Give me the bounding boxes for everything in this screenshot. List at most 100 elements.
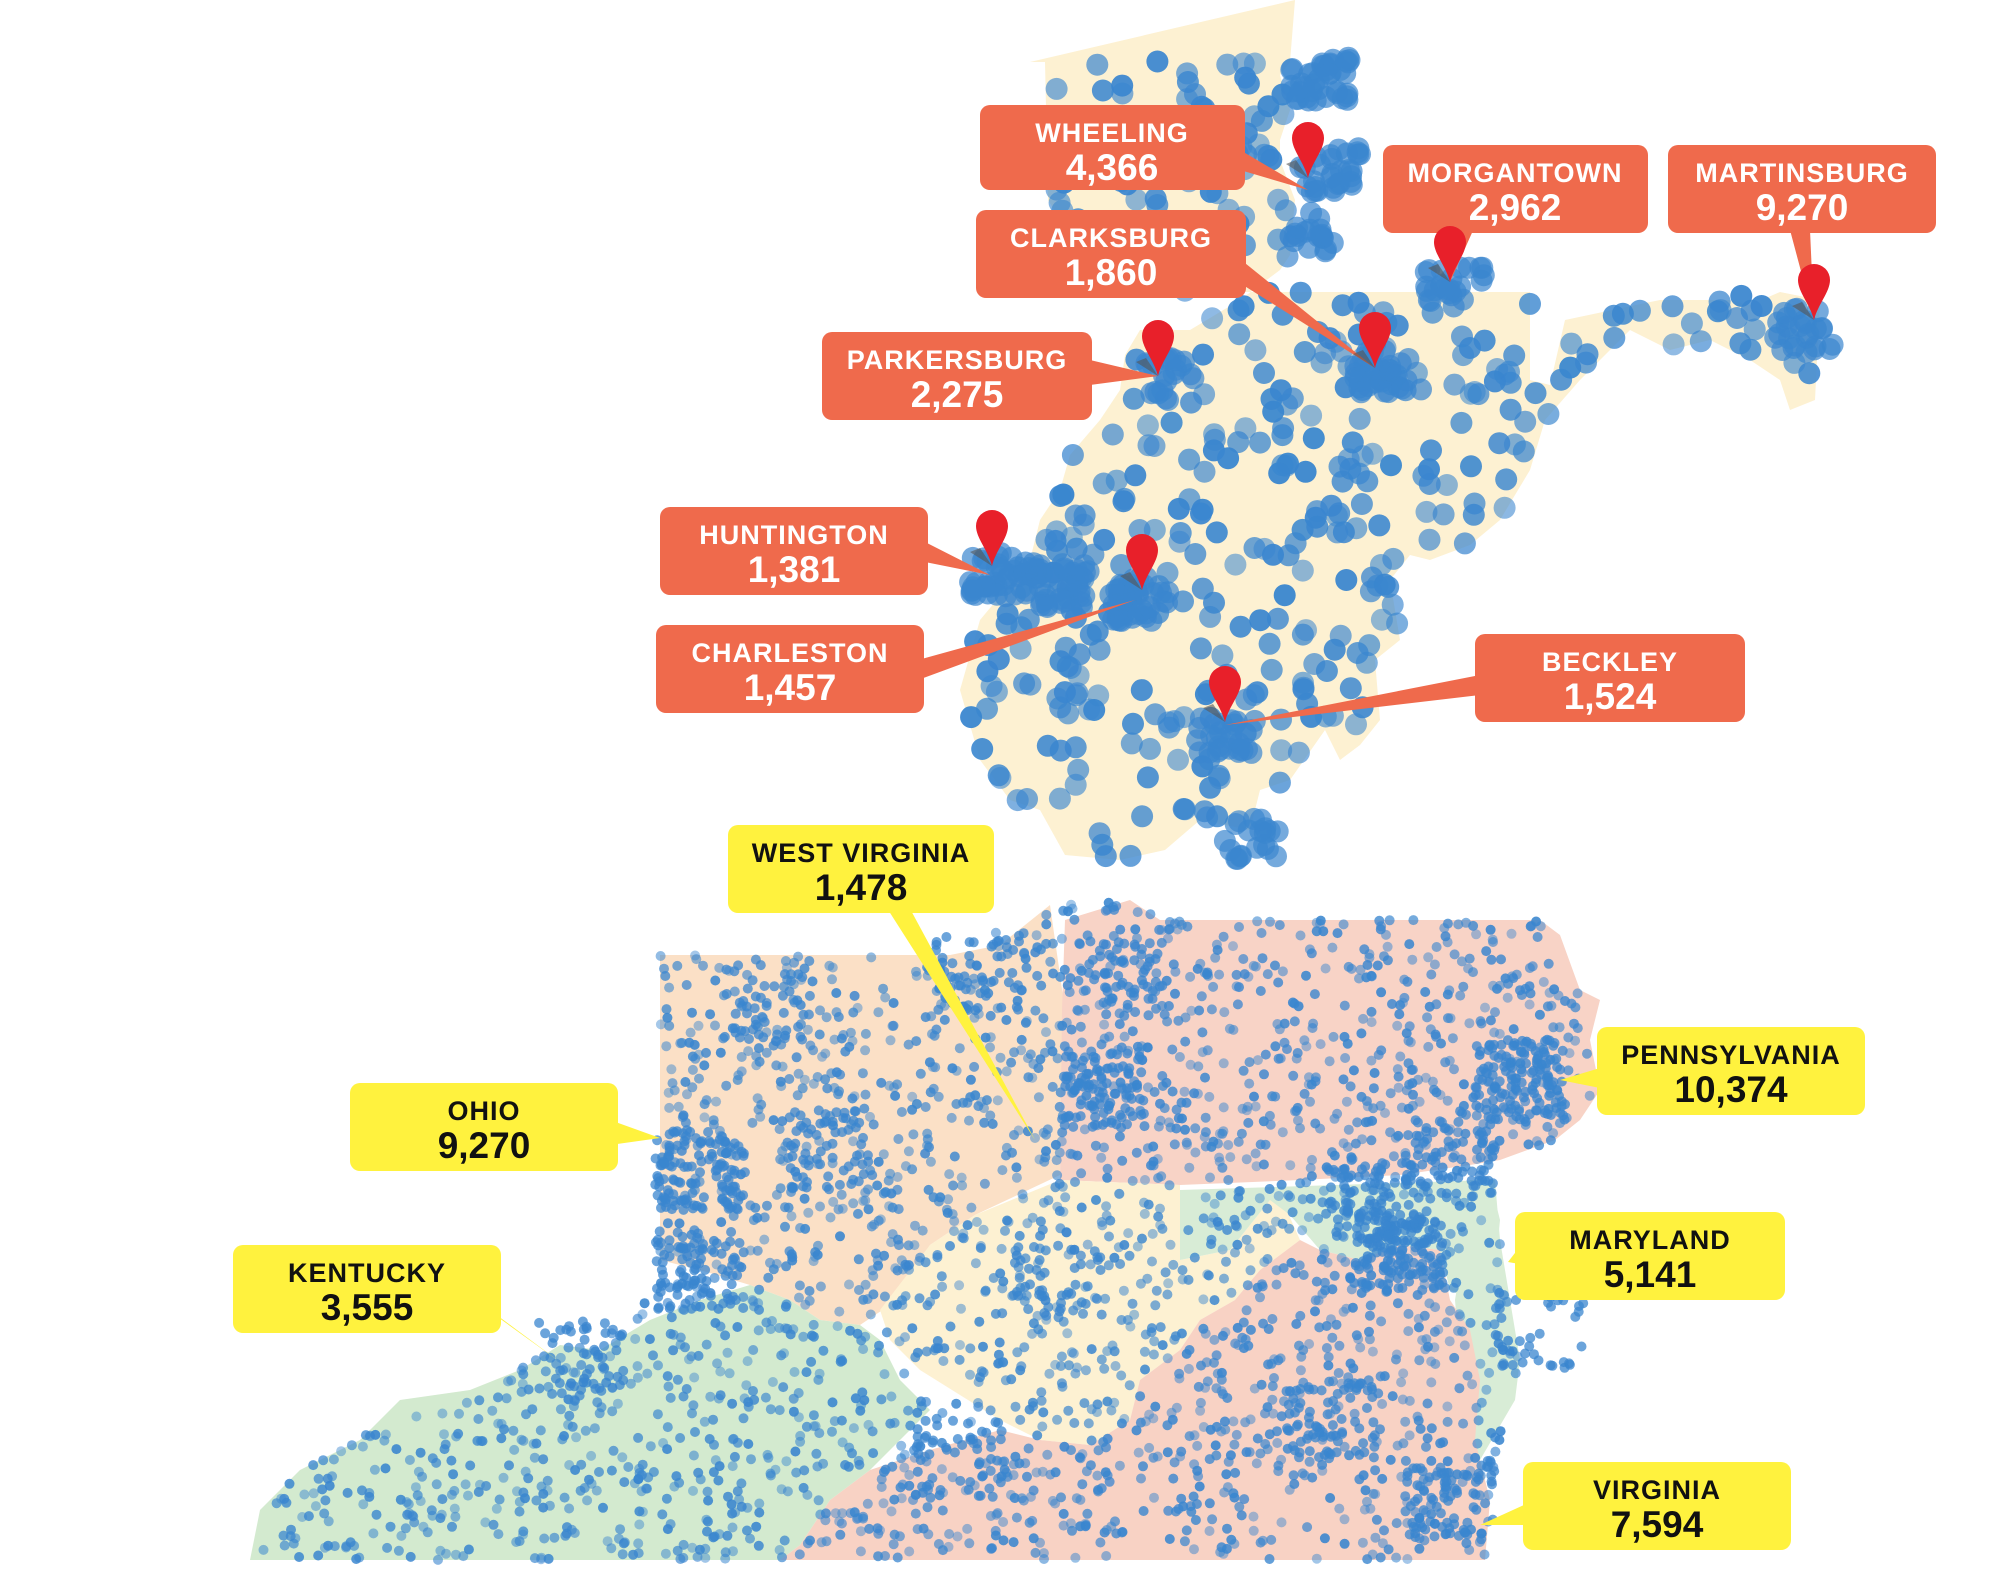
- wv-location-dot: [1318, 62, 1341, 85]
- region-location-dot: [690, 950, 701, 961]
- region-location-dot: [308, 1460, 319, 1471]
- region-location-dot: [762, 1200, 772, 1211]
- region-location-dot: [701, 1514, 712, 1525]
- region-location-dot: [1181, 1525, 1192, 1536]
- region-location-dot: [1316, 1385, 1327, 1396]
- wv-location-dot: [1244, 339, 1267, 362]
- wv-location-dot: [1519, 292, 1541, 315]
- region-location-dot: [1251, 1458, 1262, 1469]
- region-location-dot: [1427, 1076, 1438, 1087]
- region-location-dot: [480, 1517, 491, 1528]
- region-location-dot: [1003, 1216, 1014, 1227]
- region-location-dot: [632, 1361, 643, 1372]
- region-location-dot: [962, 1523, 973, 1534]
- wv-location-dot: [1139, 737, 1161, 760]
- region-location-dot: [1400, 1491, 1411, 1502]
- region-location-dot: [892, 1079, 903, 1090]
- region-location-dot: [1063, 1405, 1074, 1416]
- region-location-dot: [884, 1201, 895, 1212]
- region-location-dot: [1424, 1252, 1434, 1263]
- region-location-dot: [1496, 954, 1506, 965]
- region-location-dot: [1307, 1154, 1317, 1165]
- wv-location-dot: [1217, 447, 1240, 470]
- callout-parkersburg-value: 2,275: [911, 374, 1004, 415]
- region-location-dot: [1030, 1005, 1041, 1016]
- region-location-dot: [1399, 992, 1410, 1003]
- region-location-dot: [440, 1439, 451, 1450]
- region-location-dot: [1359, 1205, 1369, 1216]
- region-location-dot: [1369, 1198, 1380, 1209]
- wv-location-dot: [1059, 657, 1082, 679]
- region-location-dot: [820, 1074, 831, 1085]
- region-location-dot: [1430, 1359, 1441, 1369]
- region-location-dot: [1414, 1543, 1425, 1554]
- region-location-dot: [1486, 954, 1497, 965]
- wv-location-dot: [1143, 435, 1166, 457]
- region-location-dot: [1107, 993, 1117, 1004]
- region-location-dot: [727, 1461, 738, 1472]
- region-location-dot: [545, 1352, 556, 1363]
- region-location-dot: [516, 1434, 527, 1445]
- region-location-dot: [1349, 1408, 1360, 1419]
- region-location-dot: [791, 1467, 802, 1478]
- region-location-dot: [1137, 1233, 1147, 1244]
- region-location-dot: [1516, 1064, 1527, 1075]
- region-location-dot: [666, 1064, 677, 1075]
- region-location-dot: [591, 1485, 602, 1496]
- region-location-dot: [910, 1489, 921, 1500]
- region-location-dot: [610, 1338, 621, 1348]
- region-location-dot: [721, 1080, 732, 1091]
- callout-parkersburg-name: PARKERSBURG: [847, 345, 1068, 375]
- region-location-dot: [716, 1217, 727, 1228]
- wv-location-dot: [1271, 454, 1294, 477]
- region-location-dot: [1191, 1499, 1202, 1509]
- region-location-dot: [694, 1073, 704, 1084]
- region-location-dot: [1038, 1407, 1049, 1418]
- region-location-dot: [1551, 1053, 1562, 1064]
- wv-location-dot: [1246, 681, 1269, 704]
- region-location-dot: [995, 1477, 1006, 1488]
- region-location-dot: [1402, 1476, 1413, 1487]
- region-location-dot: [1398, 1189, 1409, 1200]
- region-location-dot: [1144, 938, 1155, 949]
- region-location-dot: [1483, 1076, 1494, 1087]
- wv-location-dot: [1253, 362, 1275, 384]
- region-location-dot: [837, 1508, 848, 1519]
- region-location-dot: [1188, 1491, 1199, 1502]
- region-location-dot: [1408, 1089, 1418, 1100]
- callout-morgantown-value: 2,962: [1469, 187, 1562, 228]
- region-location-dot: [1102, 1396, 1113, 1407]
- region-location-dot: [1136, 949, 1147, 960]
- region-location-dot: [279, 1540, 290, 1551]
- region-location-dot: [665, 1392, 676, 1403]
- region-location-dot: [1415, 1518, 1426, 1529]
- callout-clarksburg: CLARKSBURG 1,860: [976, 210, 1246, 298]
- region-location-dot: [1097, 1220, 1108, 1231]
- region-location-dot: [1339, 1441, 1350, 1452]
- region-location-dot: [849, 1106, 860, 1117]
- region-location-dot: [672, 960, 683, 971]
- region-location-dot: [371, 1509, 382, 1520]
- wv-location-dot: [1294, 460, 1317, 483]
- region-location-dot: [896, 1107, 907, 1117]
- region-location-dot: [1519, 1114, 1530, 1124]
- region-location-dot: [1364, 1326, 1374, 1337]
- region-location-dot: [436, 1509, 447, 1520]
- region-location-dot: [904, 1470, 915, 1480]
- region-location-dot: [986, 1435, 997, 1446]
- region-location-dot: [1066, 1445, 1076, 1456]
- region-location-dot: [1241, 1105, 1252, 1116]
- region-location-dot: [1321, 1162, 1332, 1173]
- region-location-dot: [730, 1008, 741, 1019]
- region-location-dot: [729, 986, 740, 997]
- region-location-dot: [923, 1529, 934, 1540]
- region-location-dot: [1321, 1343, 1332, 1353]
- callout-charleston-name: CHARLESTON: [691, 638, 888, 668]
- region-location-dot: [431, 1479, 442, 1490]
- region-location-dot: [925, 1492, 936, 1503]
- region-location-dot: [666, 1312, 677, 1323]
- region-location-dot: [1009, 1047, 1020, 1058]
- region-location-dot: [1127, 1026, 1138, 1037]
- region-location-dot: [536, 1481, 547, 1492]
- region-location-dot: [883, 1175, 894, 1186]
